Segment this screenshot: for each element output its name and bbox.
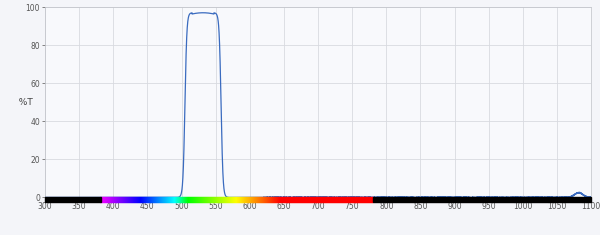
Y-axis label:   %T: %T — [13, 98, 33, 107]
Bar — [373, 197, 591, 202]
Bar — [45, 197, 101, 202]
